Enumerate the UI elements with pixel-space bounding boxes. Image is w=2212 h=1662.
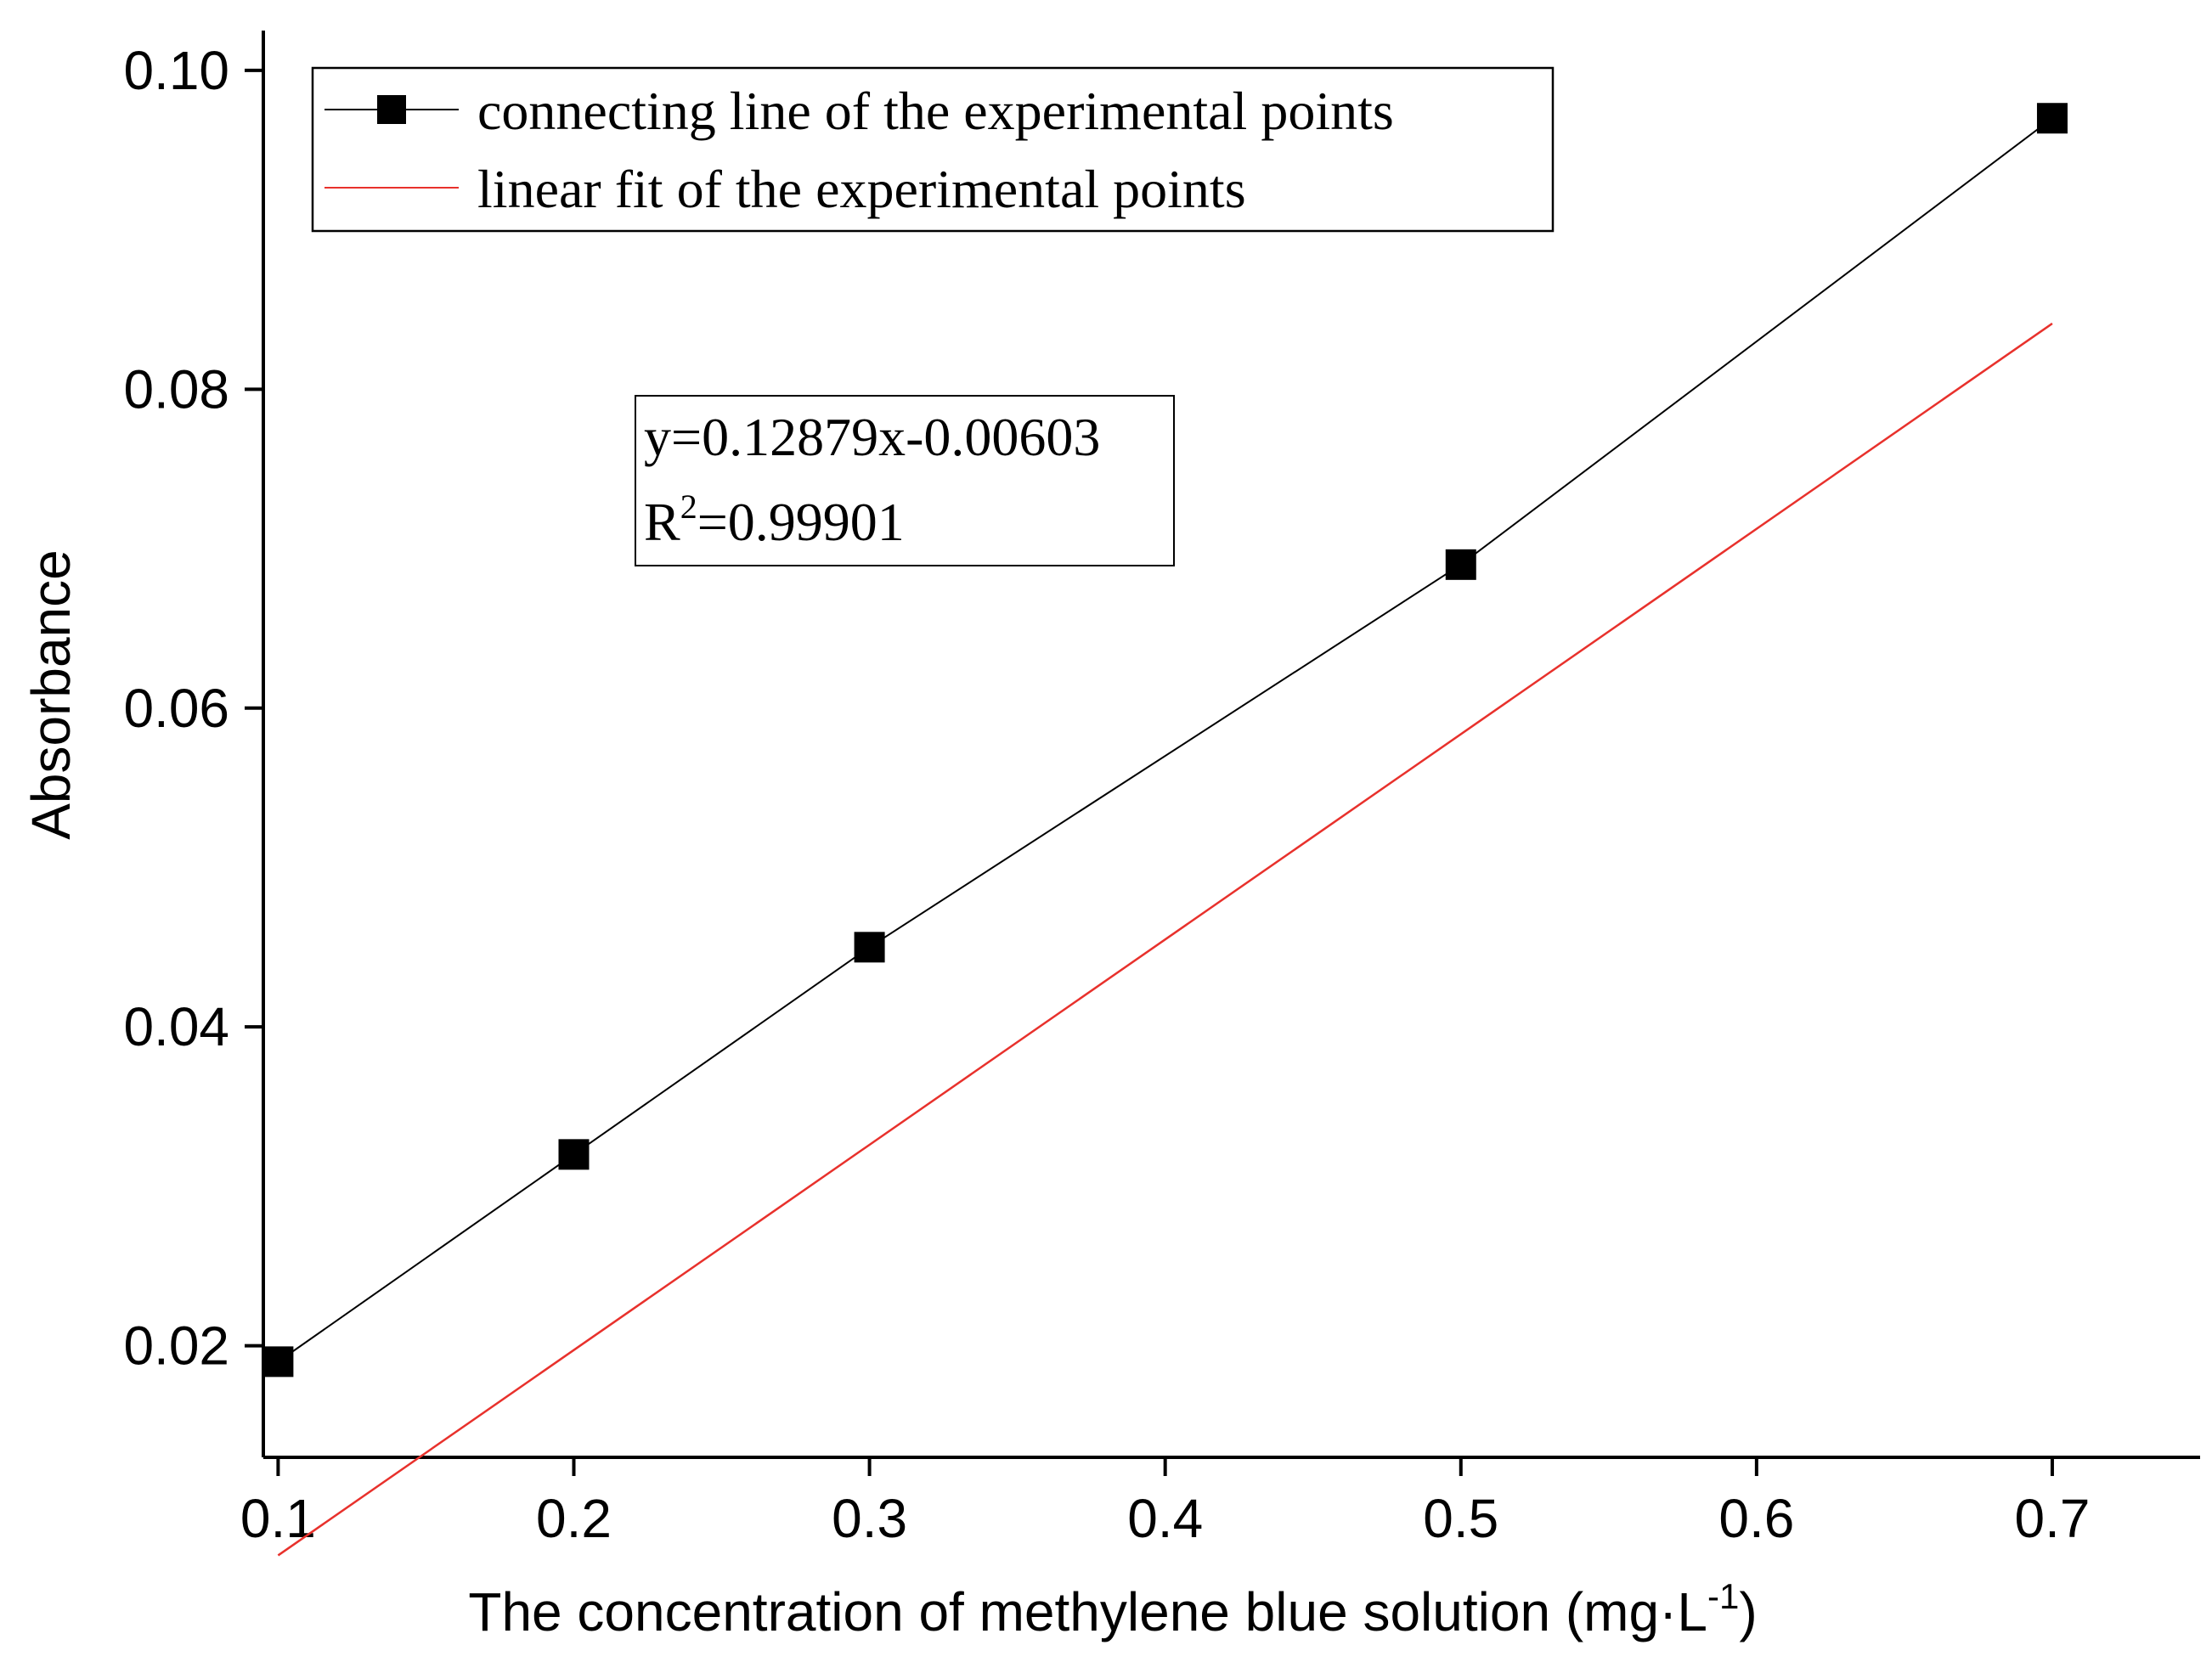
r-squared: R2=0.99901 — [644, 487, 905, 552]
x-axis-title-main: The concentration of methylene blue solu… — [468, 1581, 1707, 1642]
fit-line — [277, 322, 2053, 1557]
x-tick-label: 0.1 — [240, 1488, 316, 1549]
x-axis-title-superscript: -1 — [1707, 1576, 1739, 1616]
x-tick-label: 0.5 — [1423, 1488, 1498, 1549]
r-squared-superscript: 2 — [680, 487, 697, 526]
data-point — [262, 1346, 294, 1377]
y-ticks: 0.02 0.04 0.06 0.08 0.10 — [123, 40, 263, 1377]
x-tick-label: 0.3 — [832, 1488, 907, 1549]
legend: connecting line of the experimental poin… — [311, 66, 1555, 233]
fit-equation: y=0.12879x-0.00603 — [644, 407, 1100, 467]
y-tick-label: 0.10 — [123, 40, 229, 101]
data-point — [854, 932, 885, 963]
y-tick-label: 0.06 — [123, 678, 229, 739]
data-point — [558, 1139, 590, 1170]
legend-box — [311, 66, 1555, 233]
data-markers — [262, 103, 2068, 1377]
legend-square-marker-icon — [377, 95, 406, 124]
x-tick-label: 0.2 — [536, 1488, 612, 1549]
y-tick-label: 0.04 — [123, 996, 229, 1057]
legend-label-connecting: connecting line of the experimental poin… — [477, 81, 1394, 141]
x-axis-title-close: ) — [1739, 1581, 1757, 1642]
data-point — [2036, 103, 2068, 134]
r-squared-value: =0.99901 — [697, 492, 905, 552]
data-point — [1445, 549, 1476, 580]
x-tick-label: 0.4 — [1127, 1488, 1203, 1549]
x-tick-label: 0.7 — [2014, 1488, 2090, 1549]
fit-annotation: y=0.12879x-0.00603 R2=0.99901 — [635, 395, 1175, 566]
y-axis-title: Absorbance — [20, 549, 82, 840]
y-tick-label: 0.02 — [123, 1316, 229, 1377]
x-axis-title: The concentration of methylene blue solu… — [468, 1576, 1757, 1642]
x-tick-label: 0.6 — [1718, 1488, 1794, 1549]
r-squared-prefix: R — [644, 492, 680, 552]
y-tick-label: 0.08 — [123, 358, 229, 420]
annotation-box — [635, 395, 1175, 566]
x-ticks: 0.1 0.2 0.3 0.4 0.5 0.6 0.7 — [240, 1457, 2090, 1549]
legend-label-fit: linear fit of the experimental points — [477, 159, 1246, 219]
